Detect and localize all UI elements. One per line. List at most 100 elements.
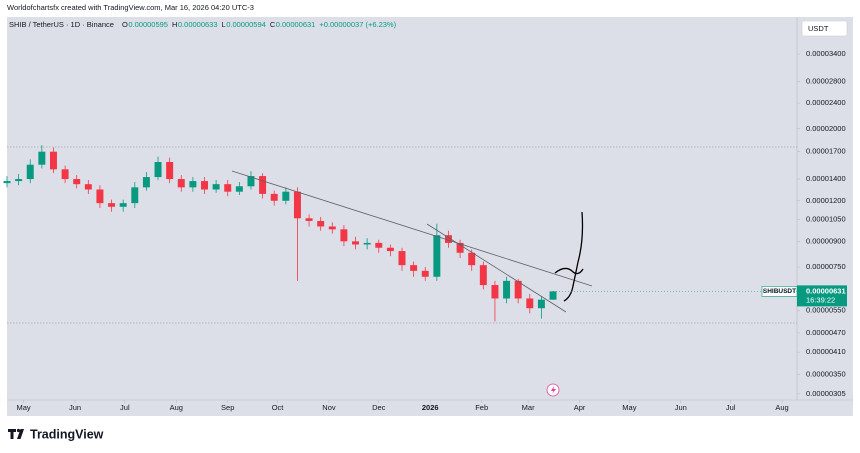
x-tick-label: Nov [322, 403, 336, 412]
candle-body [352, 241, 360, 245]
legend-value: 0.00000633 [178, 20, 218, 29]
y-tick-label: 0.00000550 [806, 306, 846, 315]
x-tick-label: Jul [120, 403, 130, 412]
legend-key: O [122, 20, 128, 29]
legend-change: +0.00000037 (+6.23%) [319, 20, 396, 29]
candle-body [444, 235, 452, 243]
candle-body [26, 164, 34, 180]
candle-body [317, 220, 325, 227]
candle-body [375, 242, 383, 248]
attribution: Worldofchartsfx created with TradingView… [7, 3, 254, 12]
candle-body [38, 151, 46, 165]
x-tick-label: Oct [272, 403, 285, 412]
y-tick-label: 0.00000350 [806, 369, 846, 378]
x-tick-label: Jun [69, 403, 81, 412]
candle-body [235, 186, 243, 192]
x-tick-label: Jun [675, 403, 687, 412]
candle-body [340, 229, 348, 242]
currency[interactable]: USDT [808, 24, 829, 33]
logo-text: TradingView [30, 427, 104, 441]
candle-body [410, 265, 418, 271]
candle-body [15, 179, 23, 182]
legend: SHIB / TetherUS · 1D · Binance O 0.000005… [9, 20, 397, 29]
candle-body [154, 162, 162, 178]
candle-body [3, 181, 11, 184]
candle-body [131, 187, 139, 204]
candle-body [282, 191, 290, 201]
candle-body [526, 298, 534, 309]
legend-value: 0.00000595 [128, 20, 168, 29]
x-tick-label: Aug [170, 403, 183, 412]
drawing [563, 211, 584, 302]
candle-body [73, 179, 81, 185]
candle-body [166, 162, 174, 180]
price-tag [797, 285, 847, 307]
candle-body [247, 176, 255, 187]
currency-button[interactable] [801, 20, 848, 37]
candle-body [119, 203, 127, 207]
y-tick-label: 0.00001050 [806, 215, 846, 224]
candle-body [514, 280, 522, 299]
x-tick-label: Feb [475, 403, 488, 412]
candle-body [491, 285, 499, 299]
trend-line [231, 170, 593, 287]
candle-body [142, 177, 150, 188]
candle-body [549, 291, 557, 300]
legend-key: L [222, 20, 226, 29]
trend-line [426, 223, 567, 313]
candles [3, 145, 557, 322]
y-tick-label: 0.00001200 [806, 196, 846, 205]
candle-body [398, 251, 406, 266]
candle-body [386, 247, 394, 252]
price-tag-label: 0.00000631 [806, 286, 846, 295]
x-tick-label: 2026 [422, 403, 439, 412]
y-tick-label: 0.00000305 [806, 389, 846, 398]
candle-body [468, 252, 476, 266]
y-tick-label: 0.00000900 [806, 236, 846, 245]
candle-body [108, 203, 116, 207]
candle-body [189, 181, 197, 188]
x-tick-label: May [17, 403, 31, 412]
candle-body [224, 184, 232, 192]
y-tick-label: 0.00002400 [806, 98, 846, 107]
candle-body [456, 242, 464, 253]
candle-body [61, 169, 69, 180]
y-tick-label: 0.00003400 [806, 49, 846, 58]
legend-value: 0.00000631 [276, 20, 316, 29]
x-tick-label: Sep [221, 403, 234, 412]
candle-body [479, 265, 487, 286]
symbol-tag-label: SHIBUSDT [763, 288, 796, 295]
y-tick-label: 0.00001400 [806, 174, 846, 183]
legend-key: H [172, 20, 177, 29]
candle-body [96, 189, 104, 204]
candle-body [177, 179, 185, 188]
candle-body [305, 218, 313, 221]
candle-body [212, 184, 220, 190]
candle-body [328, 226, 336, 230]
candle-body [49, 151, 57, 170]
y-tick-label: 0.00000470 [806, 328, 846, 337]
x-tick-label: Dec [372, 403, 386, 412]
tradingview-logo: TradingView [8, 427, 104, 441]
y-tick-label: 0.00002000 [806, 124, 846, 133]
candle-body [270, 193, 278, 201]
y-tick-label: 0.00000750 [806, 262, 846, 271]
legend-key: C [270, 20, 276, 29]
x-tick-label: May [622, 403, 636, 412]
x-tick-label: Jul [726, 403, 736, 412]
logo-mark [8, 429, 24, 439]
countdown: 16:39:22 [806, 295, 835, 304]
chart-background [7, 17, 853, 416]
event-icon-bolt [551, 386, 556, 394]
candle-body [421, 270, 429, 277]
y-tick-label: 0.00002800 [806, 76, 846, 85]
candle-body [363, 242, 371, 245]
x-tick-label: Apr [574, 403, 586, 412]
candle-body [503, 280, 511, 299]
logo-dot [16, 428, 21, 433]
symbol: SHIB / TetherUS · 1D · Binance [9, 20, 114, 29]
y-tick-label: 0.00000410 [806, 347, 846, 356]
x-tick-label: Aug [775, 403, 788, 412]
